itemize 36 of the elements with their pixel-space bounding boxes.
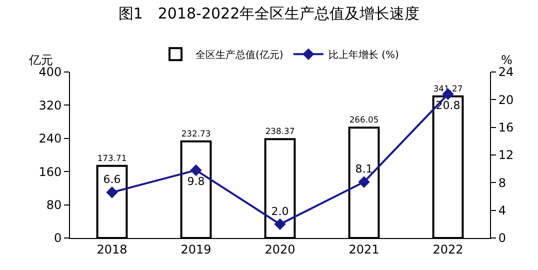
point [190, 164, 202, 176]
x-tick-label: 2019 [180, 242, 212, 256]
y2-tick-label: 8 [498, 176, 506, 190]
y-tick-label: 0 [54, 231, 62, 246]
data-label: 6.6 [103, 172, 121, 186]
x-tick-label: 2018 [96, 242, 128, 256]
y-tick-label: 80 [46, 198, 62, 212]
y2-axis-title: % [501, 53, 512, 67]
data-label: 173.71 [97, 152, 127, 163]
point [106, 186, 118, 198]
y2-tick-label: 20 [498, 92, 514, 107]
data-label: 8.1 [355, 162, 373, 176]
chart-title: 图1 2018-2022年全区生产总值及增长速度 [118, 4, 420, 23]
data-label: 238.37 [265, 126, 295, 136]
data-label: 232.73 [181, 128, 211, 138]
data-label: 20.8 [436, 99, 460, 112]
y-axis-title: 亿元 [28, 53, 53, 67]
legend-label: 全区生产总值(亿元) [196, 49, 284, 62]
x-tick-label: 2022 [432, 242, 464, 256]
y2-tick-label: 12 [498, 148, 514, 162]
y-tick-label: 400 [38, 65, 62, 80]
data-label: 2.0 [271, 204, 289, 218]
y2-tick-label: 4 [498, 204, 506, 218]
legend-label: 比上年增长 (%) [328, 49, 399, 62]
y2-tick-label: 0 [498, 231, 506, 246]
x-tick-label: 2020 [264, 242, 296, 256]
point [358, 176, 370, 188]
y-tick-label: 160 [38, 164, 62, 179]
y2-tick-label: 24 [498, 65, 514, 80]
data-label: 266.05 [349, 114, 379, 124]
x-tick-label: 2021 [348, 242, 380, 256]
y2-tick-label: 16 [498, 120, 514, 135]
data-label: 9.8 [187, 175, 205, 188]
y-tick-label: 240 [38, 132, 62, 146]
point [274, 218, 286, 230]
y-tick-label: 320 [38, 98, 62, 112]
